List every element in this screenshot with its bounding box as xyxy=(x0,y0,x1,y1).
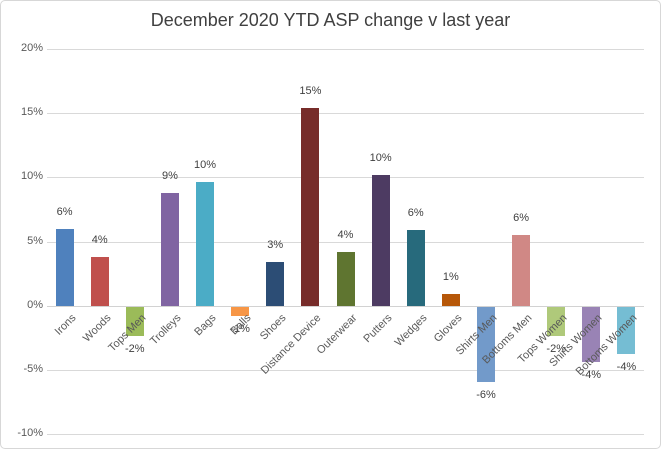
chart-title: December 2020 YTD ASP change v last year xyxy=(150,10,511,30)
y-axis-tick-label: 20% xyxy=(20,42,43,54)
data-label-tops-women: -2% xyxy=(546,343,566,356)
gridline xyxy=(47,49,644,50)
data-label-outerwear: 4% xyxy=(337,228,354,241)
bar-tops-men xyxy=(125,306,144,337)
bar-putters xyxy=(371,174,390,306)
y-axis-tick-label: 15% xyxy=(20,106,43,119)
gridline xyxy=(47,241,644,243)
y-axis-tick-label: -5% xyxy=(23,362,43,375)
gridline xyxy=(47,177,644,179)
data-label-bags: 10% xyxy=(194,159,217,172)
bar-trolleys xyxy=(160,192,179,306)
y-axis-tick-label: 10% xyxy=(20,170,43,183)
y-axis-tick-label: 5% xyxy=(27,234,43,247)
data-label-gloves: 1% xyxy=(442,271,459,284)
y-axis-tick-label: 0% xyxy=(27,298,43,311)
axis-zero-line xyxy=(47,305,644,307)
bar-shirts-men xyxy=(476,306,495,383)
bar-gloves xyxy=(441,294,460,306)
data-label-shoes: 3% xyxy=(267,239,284,252)
y-axis-tick-label: -10% xyxy=(17,427,43,439)
bar-tops-women xyxy=(547,306,566,337)
data-label-shirts-women: -4% xyxy=(581,368,602,381)
bar-balls xyxy=(231,306,250,316)
bar-wedges xyxy=(406,229,425,306)
data-label-wedges: 6% xyxy=(407,206,424,219)
data-label-distance-device: 15% xyxy=(299,85,322,98)
data-label-bottoms-men: 6% xyxy=(513,212,530,225)
bar-shoes xyxy=(266,262,285,306)
gridline xyxy=(47,369,644,371)
data-label-woods: 4% xyxy=(91,233,108,246)
bar-bottoms-men xyxy=(512,235,531,306)
gridline xyxy=(47,434,644,435)
data-label-bottoms-women: -4% xyxy=(616,361,637,374)
data-label-tops-men: -2% xyxy=(125,343,145,356)
bar-bags xyxy=(196,182,215,306)
data-label-irons: 6% xyxy=(56,205,73,218)
data-label-balls: -1% xyxy=(230,322,250,335)
bar-shirts-women xyxy=(582,306,601,362)
data-label-putters: 10% xyxy=(369,151,392,164)
data-label-shirts-men: -6% xyxy=(476,389,496,402)
bar-irons xyxy=(55,228,74,306)
data-label-trolleys: 9% xyxy=(161,169,178,182)
bar-woods xyxy=(90,256,109,306)
gridline xyxy=(47,113,644,115)
bar-distance-device xyxy=(301,108,320,306)
bar-outerwear xyxy=(336,251,355,306)
bar-bottoms-women xyxy=(617,306,636,355)
